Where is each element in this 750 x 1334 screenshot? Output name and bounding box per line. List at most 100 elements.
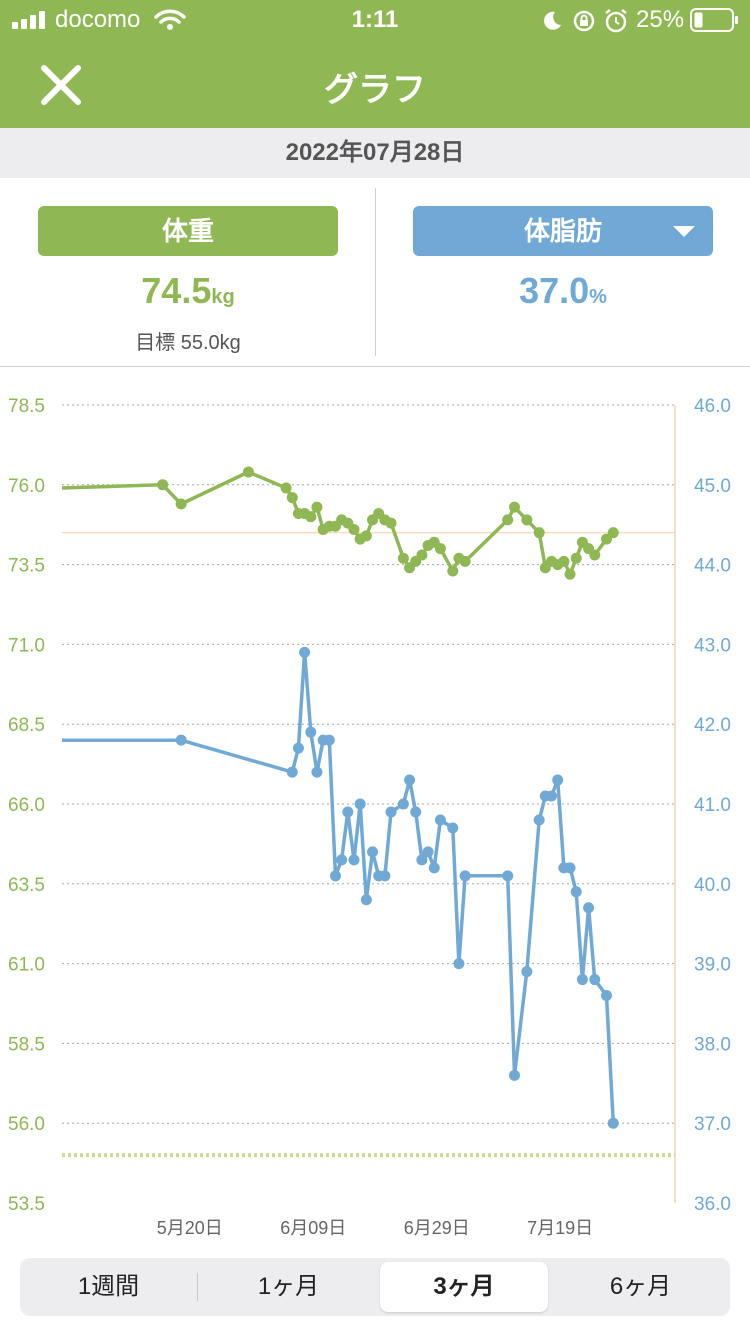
y-right-tick-label: 36.0 <box>694 1194 731 1215</box>
weight-point <box>447 565 459 577</box>
y-left-tick-label: 78.5 <box>8 396 45 417</box>
body-fat-value: 37.0 <box>519 270 590 311</box>
body-fat-point <box>354 798 366 810</box>
nav-bar: グラフ <box>0 40 750 128</box>
body-fat-point <box>299 646 311 658</box>
y-right-tick-label: 39.0 <box>694 955 731 976</box>
moon-icon <box>544 11 561 30</box>
body-fat-point <box>434 814 446 826</box>
weight-point <box>459 555 471 567</box>
weight-point <box>242 466 254 478</box>
body-fat-point <box>607 1117 619 1129</box>
body-fat-unit: % <box>589 286 607 308</box>
weight-point <box>558 555 570 567</box>
body-fat-point <box>508 1069 520 1081</box>
weight-point <box>607 527 619 539</box>
y-right-tick-label: 42.0 <box>694 715 731 736</box>
body-fat-point <box>428 862 440 874</box>
y-left-tick-label: 63.5 <box>8 875 45 896</box>
close-icon[interactable] <box>38 62 84 108</box>
weight-point <box>508 501 520 513</box>
weight-point <box>175 498 187 510</box>
y-right-tick-label: 46.0 <box>694 396 731 417</box>
body-fat-dropdown[interactable]: 体脂肪 <box>413 206 713 256</box>
weight-point <box>385 517 397 529</box>
tab-3-months[interactable]: 3ヶ月 <box>380 1262 548 1312</box>
body-fat-point <box>348 854 360 866</box>
weight-point <box>533 527 545 539</box>
alarm-icon <box>605 9 627 33</box>
weight-unit: kg <box>211 286 235 308</box>
carrier-name: docomo <box>55 6 141 33</box>
weight-point <box>286 492 298 504</box>
body-fat-point <box>175 734 187 746</box>
body-fat-point <box>459 870 471 882</box>
y-left-tick-label: 61.0 <box>8 955 45 976</box>
body-fat-point <box>292 742 304 754</box>
y-right-tick-label: 43.0 <box>694 635 731 656</box>
y-left-tick-label: 73.5 <box>8 556 45 577</box>
weight-point <box>397 552 409 564</box>
weight-point <box>416 549 428 561</box>
body-fat-point <box>502 870 514 882</box>
tab-6-months[interactable]: 6ヶ月 <box>609 1273 672 1300</box>
weight-point <box>502 514 514 526</box>
body-fat-point <box>286 766 298 778</box>
chevron-down-icon <box>673 226 695 237</box>
weight-point <box>311 501 323 513</box>
body-fat-point <box>416 854 428 866</box>
date-label: 2022年07月28日 <box>0 128 750 178</box>
body-fat-point <box>453 958 465 970</box>
x-tick-label: 5月20日 <box>157 1218 223 1236</box>
weight-point <box>434 543 446 555</box>
weight-point <box>280 482 292 494</box>
battery-percent: 25% <box>636 6 685 33</box>
x-tick-label: 7月19日 <box>527 1218 593 1236</box>
status-bar: docomo 1:11 25% <box>0 0 750 40</box>
y-left-tick-label: 56.0 <box>8 1114 45 1135</box>
y-right-tick-label: 44.0 <box>694 556 731 577</box>
weight-point <box>521 514 533 526</box>
battery-icon <box>690 8 738 32</box>
weight-button[interactable]: 体重 <box>38 206 338 256</box>
weight-point <box>157 479 169 491</box>
body-fat-point <box>576 974 588 986</box>
body-fat-point <box>552 774 564 786</box>
summary-panel: 体重 74.5kg 目標 55.0kg 体脂肪 37.0% <box>0 178 750 367</box>
weight-fat-chart: 78.5 46.0 76.0 45.0 73.5 44.0 71.0 43.0 68.5 42.0… <box>8 396 731 1236</box>
weight-point <box>564 568 576 580</box>
y-right-tick-label: 40.0 <box>694 875 731 896</box>
body-fat-label: 体脂肪 <box>523 216 602 246</box>
body-fat-point <box>546 790 558 802</box>
tab-1-month[interactable]: 1ヶ月 <box>257 1273 320 1300</box>
y-left-tick-label: 66.0 <box>8 795 45 816</box>
weight-point <box>348 523 360 535</box>
body-fat-point <box>379 870 391 882</box>
body-fat-series-line <box>62 650 616 1124</box>
weight-value-display: 74.5kg <box>38 270 338 312</box>
y-right-tick-label: 37.0 <box>694 1114 731 1135</box>
weight-value: 74.5 <box>141 270 212 311</box>
body-fat-point <box>533 814 545 826</box>
tab-separator <box>197 1273 198 1301</box>
body-fat-point <box>600 990 612 1002</box>
y-right-tick-label: 45.0 <box>694 476 731 497</box>
body-fat-value-display: 37.0% <box>413 270 713 312</box>
body-fat-point <box>329 870 341 882</box>
status-time: 1:11 <box>351 6 399 33</box>
y-left-tick-label: 58.5 <box>8 1034 45 1055</box>
y-left-tick-label: 71.0 <box>8 635 45 656</box>
y-left-tick-label: 76.0 <box>8 476 45 497</box>
tab-1-week[interactable]: 1週間 <box>77 1273 140 1300</box>
body-fat-point <box>404 774 416 786</box>
body-fat-point <box>570 886 582 898</box>
body-fat-point <box>385 806 397 818</box>
weight-point <box>305 511 317 523</box>
wifi-icon <box>154 9 186 30</box>
body-fat-point <box>397 798 409 810</box>
summary-divider <box>375 188 376 356</box>
body-fat-point <box>422 846 434 858</box>
body-fat-point <box>447 822 459 834</box>
body-fat-point <box>564 862 576 874</box>
body-fat-point <box>342 806 354 818</box>
